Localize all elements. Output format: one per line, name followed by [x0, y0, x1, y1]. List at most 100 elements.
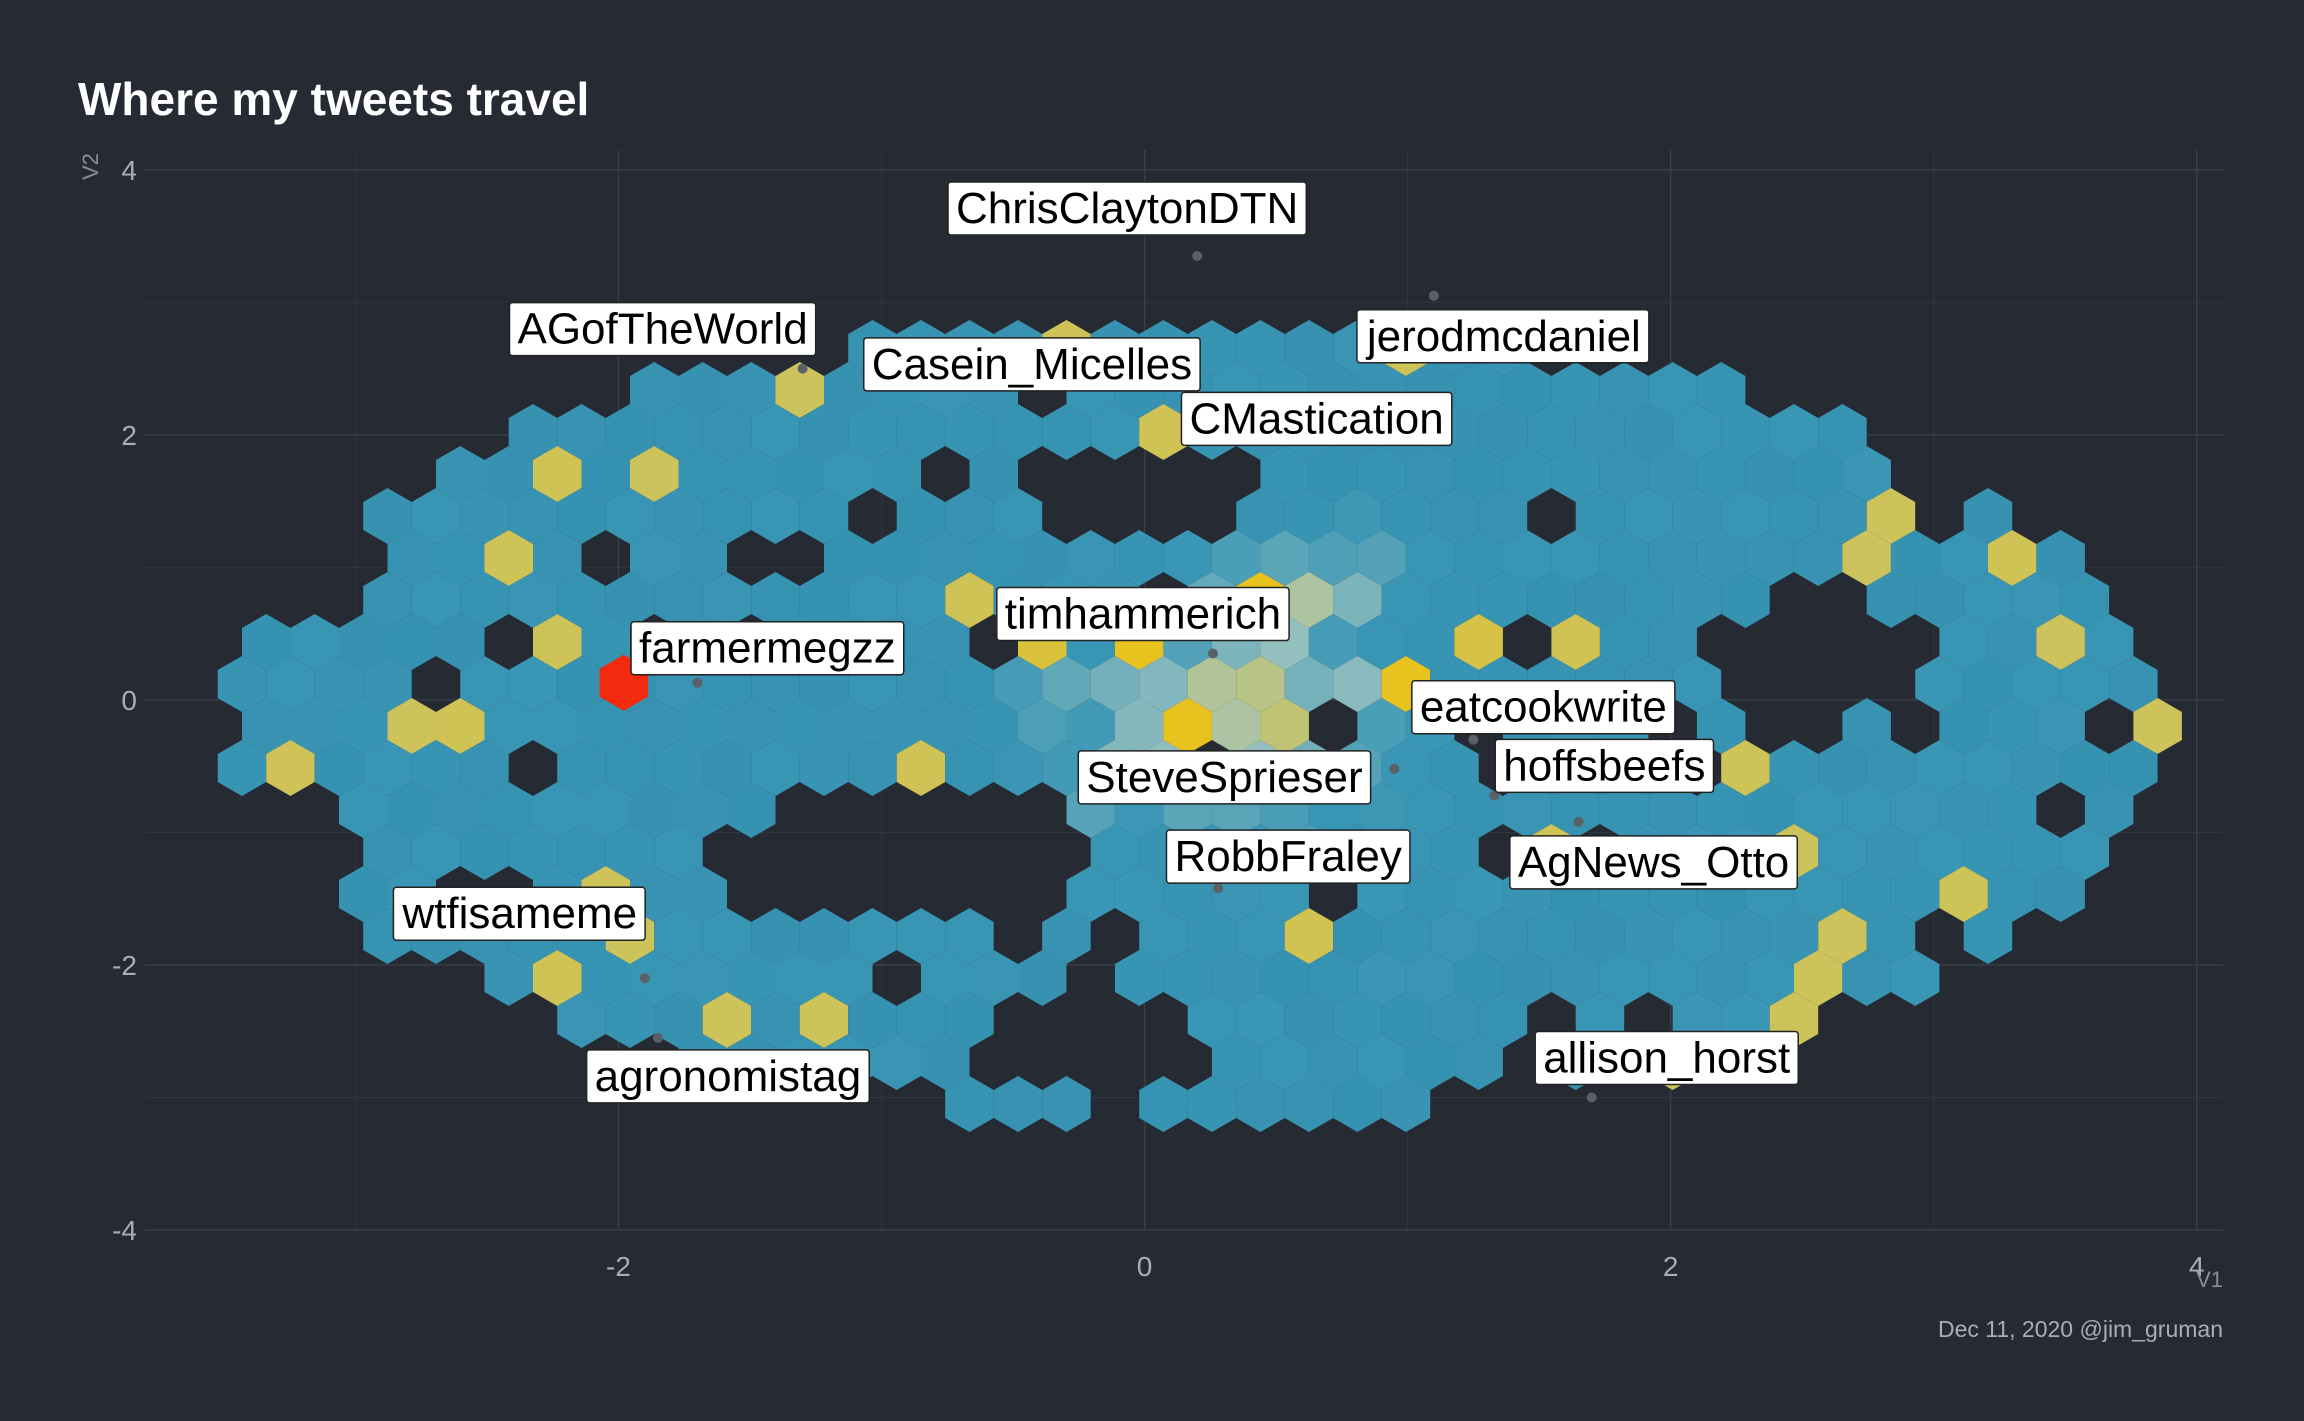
- hex-cell: [387, 614, 436, 670]
- hex-cell: [1114, 866, 1164, 922]
- hex-cell: [242, 698, 291, 754]
- hex-cell: [1527, 404, 1576, 460]
- hex-cell: [436, 446, 485, 502]
- hex-cell: [727, 782, 776, 838]
- hex-cell: [1963, 908, 2013, 964]
- y-tick-label: 4: [121, 155, 137, 186]
- hex-cell: [557, 656, 606, 712]
- hex-cell: [1308, 530, 1358, 586]
- hex-cell: [993, 404, 1043, 460]
- hex-cell: [678, 698, 727, 754]
- hex-cell: [508, 488, 558, 544]
- hex-cell: [1575, 488, 1625, 544]
- hex-cell: [1381, 992, 1431, 1048]
- account-label: farmermegzz: [630, 620, 905, 676]
- hex-cell: [1478, 992, 1528, 1048]
- label-text: ChrisClaytonDTN: [956, 184, 1298, 233]
- hex-cell: [508, 656, 558, 712]
- hex-cell: [581, 782, 630, 838]
- hex-cell: [969, 446, 1018, 502]
- hex-cell: [605, 992, 655, 1048]
- hex-cell: [508, 404, 558, 460]
- hex-cell: [799, 740, 849, 796]
- hex-cell: [1672, 404, 1722, 460]
- hex-cell: [484, 698, 533, 754]
- hex-cell: [872, 1034, 921, 1090]
- hex-cell: [921, 698, 970, 754]
- hex-cell: [387, 698, 436, 754]
- label-text: timhammerich: [1005, 590, 1281, 639]
- hex-cell: [1187, 656, 1237, 712]
- hex-cell: [993, 740, 1043, 796]
- hex-cell: [1624, 404, 1673, 460]
- y-tick-label: 2: [121, 420, 137, 451]
- label-box: [508, 301, 817, 357]
- hex-cell: [1915, 656, 1964, 712]
- hex-cell: [1042, 908, 1091, 964]
- hex-cell: [1357, 446, 1406, 502]
- hex-cell: [1624, 488, 1673, 544]
- hex-cell: [1187, 992, 1237, 1048]
- hex-cell: [1066, 698, 1115, 754]
- hex-cell: [387, 782, 436, 838]
- hex-cell: [1211, 530, 1261, 586]
- hex-cell: [266, 656, 315, 712]
- hex-cell: [2036, 698, 2085, 754]
- hex-cell: [872, 530, 921, 586]
- hex-cell: [654, 992, 703, 1048]
- hex-cell: [1139, 404, 1188, 460]
- hex-cell: [484, 782, 533, 838]
- label-point: [1468, 734, 1479, 745]
- hex-cell: [1818, 488, 1867, 544]
- hex-cell: [678, 782, 727, 838]
- hex-cell: [1890, 530, 1940, 586]
- hex-cell: [1090, 404, 1140, 460]
- hex-cell: [1260, 1034, 1309, 1090]
- account-label: timhammerich: [996, 586, 1290, 642]
- hex-cell: [1284, 1076, 1334, 1132]
- hex-cell: [1599, 362, 1649, 418]
- hex-cell: [2036, 614, 2085, 670]
- hex-cell: [751, 488, 800, 544]
- hex-cell: [1987, 698, 2037, 754]
- hex-cell: [411, 488, 461, 544]
- hex-cell: [945, 1076, 994, 1132]
- hex-cell: [1478, 404, 1528, 460]
- label-box: [996, 586, 1290, 642]
- hex-cell: [1648, 530, 1697, 586]
- hex-cell: [1551, 446, 1600, 502]
- account-label: wtfisameme: [392, 886, 646, 941]
- hex-cell: [1890, 866, 1940, 922]
- hex-cell: [1430, 908, 1479, 964]
- hex-cell: [1333, 488, 1382, 544]
- hex-cell: [1381, 488, 1431, 544]
- hex-cell: [872, 446, 921, 502]
- hex-cell: [1284, 992, 1334, 1048]
- hex-cell: [654, 740, 703, 796]
- hex-cell: [533, 782, 582, 838]
- hex-cell: [1308, 446, 1358, 502]
- hex-cell: [1599, 782, 1649, 838]
- hex-cell: [1696, 950, 1746, 1006]
- hex-cell: [557, 488, 606, 544]
- hex-cell: [1599, 950, 1649, 1006]
- hex-cell: [1599, 530, 1649, 586]
- hex-cell: [557, 992, 606, 1048]
- hex-cell: [654, 572, 703, 628]
- hex-cell: [1454, 362, 1503, 418]
- label-text: hoffsbeefs: [1503, 741, 1705, 790]
- hex-cell: [1381, 908, 1431, 964]
- hex-cell: [1502, 782, 1552, 838]
- hex-cell: [1818, 740, 1867, 796]
- hex-cell: [702, 992, 752, 1048]
- hex-cell: [2084, 782, 2134, 838]
- hex-cell: [484, 950, 533, 1006]
- hex-cell: [1745, 950, 1794, 1006]
- hex-cell: [1648, 446, 1697, 502]
- hex-cell: [1042, 656, 1091, 712]
- hex-cell: [1454, 446, 1503, 502]
- hex-cell: [1478, 908, 1528, 964]
- account-labels: ChrisClaytonDTN AGofTheWorld Casein_Micell…: [392, 181, 1799, 1104]
- account-label: CMastication: [1180, 391, 1453, 447]
- hex-cell: [2012, 824, 2061, 880]
